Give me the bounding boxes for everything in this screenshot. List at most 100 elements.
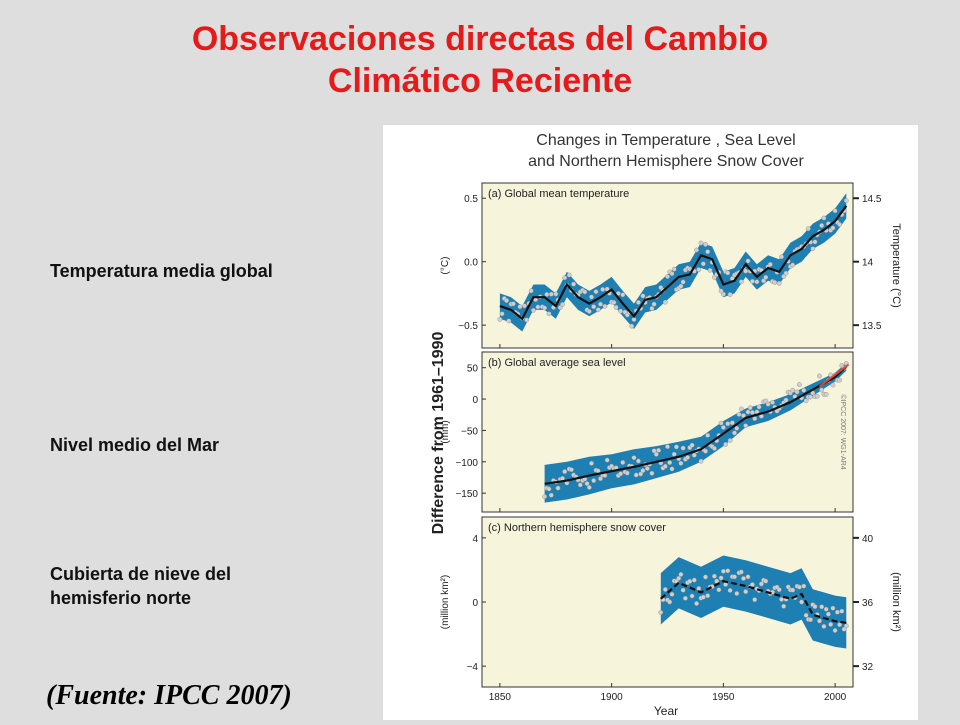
panel-title: (c) Northern hemisphere snow cover: [488, 522, 666, 534]
annual-point: [832, 208, 838, 214]
annual-point: [651, 301, 657, 307]
annual-point: [794, 389, 800, 395]
annual-point: [644, 466, 650, 471]
annual-point: [803, 398, 809, 404]
annual-point: [598, 476, 603, 482]
label-sea-level: Nivel medio del Mar: [50, 435, 220, 455]
annual-point: [790, 262, 796, 268]
uncertainty-band: [499, 193, 847, 332]
annual-point: [665, 274, 670, 280]
satellite-line: [818, 363, 850, 388]
annual-point: [761, 278, 766, 284]
smoothed-line: [544, 365, 848, 485]
annual-point: [763, 274, 769, 280]
annual-point: [649, 306, 655, 311]
annual-point: [522, 303, 527, 309]
annual-point: [839, 608, 845, 614]
annual-point: [745, 409, 751, 415]
annual-point: [754, 279, 760, 285]
right-tick-label: 40: [862, 534, 874, 545]
annual-point: [705, 593, 711, 599]
annual-point: [821, 215, 827, 221]
panel-ylabel: (million km²): [440, 575, 451, 629]
annual-point: [615, 290, 621, 296]
annual-point: [582, 289, 588, 295]
annual-point: [765, 401, 771, 407]
ytick-label: 4: [472, 534, 478, 545]
annual-point: [801, 583, 807, 589]
annual-point: [810, 246, 816, 252]
annual-point: [790, 587, 796, 593]
annual-point: [727, 292, 733, 298]
annual-point: [591, 304, 597, 310]
annual-point: [678, 460, 684, 466]
smoothed-line: [499, 205, 848, 321]
annual-point: [830, 605, 836, 611]
annual-point: [535, 304, 541, 310]
annual-point: [749, 410, 755, 415]
annual-point: [837, 622, 842, 628]
annual-point: [725, 568, 731, 574]
annual-point: [700, 594, 706, 600]
annual-point: [685, 454, 690, 460]
annual-point: [653, 451, 659, 457]
annual-point: [548, 492, 554, 498]
annual-point: [667, 460, 673, 465]
annual-point: [662, 299, 668, 305]
annual-point: [825, 611, 831, 617]
ytick-label: 0: [472, 598, 478, 609]
annual-point: [635, 458, 641, 464]
shared-ylabel: Difference from 1961–1990: [430, 332, 447, 535]
annual-point: [680, 587, 686, 593]
annual-point: [745, 258, 751, 264]
label-snow-cover: Cubierta de nieve del hemisferio norte: [50, 562, 370, 610]
panels-group: (a) Global mean temperature 0.5 0.0 −0.5 (°C…: [440, 182, 902, 703]
annual-point: [600, 286, 606, 292]
annual-point: [544, 291, 550, 297]
annual-point: [499, 311, 505, 317]
annual-point: [823, 606, 829, 612]
annual-point: [749, 582, 755, 587]
annual-point: [633, 472, 639, 478]
annual-point: [734, 425, 740, 431]
annual-point: [734, 591, 740, 596]
annual-point: [586, 309, 592, 314]
annual-point: [703, 448, 708, 454]
annual-point: [530, 307, 536, 313]
annual-point: [689, 442, 695, 448]
annual-point: [584, 481, 590, 486]
panel-right-label: (million km²): [890, 572, 902, 632]
annual-point: [656, 447, 661, 453]
source-citation: (Fuente: IPCC 2007): [46, 680, 292, 711]
annual-point: [542, 305, 548, 311]
xtick-label: 1850: [489, 692, 512, 703]
annual-point: [776, 280, 782, 286]
annual-point: [817, 373, 822, 379]
xtick-label: 1900: [601, 692, 624, 703]
ytick-label: 0.0: [464, 258, 478, 269]
annual-point: [698, 458, 704, 464]
annual-point: [727, 587, 733, 593]
annual-point: [665, 444, 670, 450]
ytick-label: −0.5: [458, 321, 478, 332]
annual-point: [808, 617, 813, 623]
annual-point: [756, 404, 762, 410]
annual-point: [635, 299, 641, 305]
annual-point: [767, 261, 773, 267]
annual-point: [819, 604, 825, 610]
annual-point: [779, 254, 784, 260]
annual-point: [700, 261, 706, 267]
panel-ylabel: (mm): [440, 420, 451, 443]
annual-point: [763, 578, 769, 584]
annual-point: [828, 621, 834, 627]
right-tick-label: 14: [862, 258, 874, 269]
annual-point: [821, 623, 827, 629]
annual-point: [747, 405, 753, 411]
annual-point: [729, 420, 735, 426]
annual-point: [528, 288, 534, 294]
annual-point: [723, 441, 728, 447]
annual-point: [783, 270, 789, 276]
annual-point: [837, 222, 842, 227]
annual-point: [812, 239, 818, 245]
annual-point: [662, 587, 668, 592]
